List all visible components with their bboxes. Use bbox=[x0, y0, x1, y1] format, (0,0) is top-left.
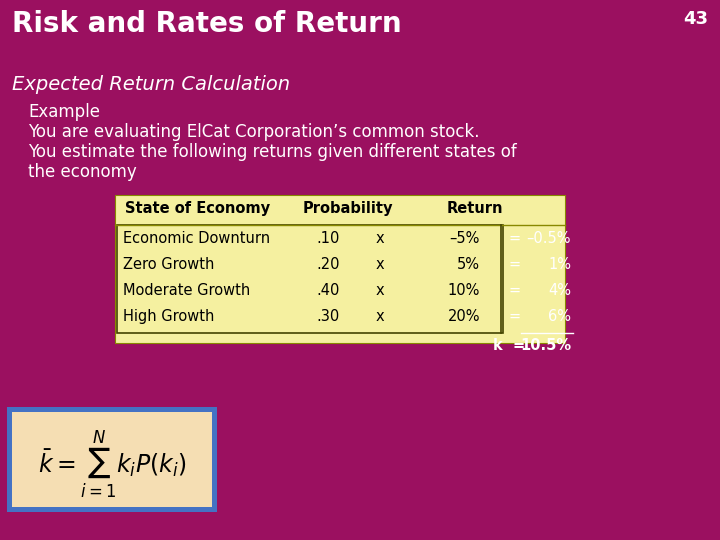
Text: 20%: 20% bbox=[448, 309, 480, 324]
Text: =: = bbox=[509, 231, 521, 246]
Text: 5%: 5% bbox=[457, 257, 480, 272]
Bar bbox=[12, 412, 212, 507]
Text: x: x bbox=[376, 309, 384, 324]
Text: You are evaluating ElCat Corporation’s common stock.: You are evaluating ElCat Corporation’s c… bbox=[28, 123, 480, 141]
Text: –5%: –5% bbox=[449, 231, 480, 246]
Text: Return: Return bbox=[446, 201, 503, 216]
Text: 10.5%: 10.5% bbox=[520, 338, 571, 353]
Text: $\bar{k} = \sum_{i=1}^{N} k_i P(k_i)$: $\bar{k} = \sum_{i=1}^{N} k_i P(k_i)$ bbox=[37, 429, 186, 500]
Text: Economic Downturn: Economic Downturn bbox=[123, 231, 270, 246]
Text: High Growth: High Growth bbox=[123, 309, 215, 324]
Text: 10%: 10% bbox=[448, 283, 480, 298]
Text: x: x bbox=[376, 231, 384, 246]
Text: 4%: 4% bbox=[548, 283, 571, 298]
Text: .40: .40 bbox=[316, 283, 340, 298]
Text: 6%: 6% bbox=[548, 309, 571, 324]
Text: Expected Return Calculation: Expected Return Calculation bbox=[12, 75, 290, 94]
Bar bbox=[115, 195, 565, 343]
Text: 43: 43 bbox=[683, 10, 708, 28]
Text: Probability: Probability bbox=[302, 201, 393, 216]
Text: 1%: 1% bbox=[548, 257, 571, 272]
Bar bbox=[117, 225, 503, 333]
Text: =: = bbox=[509, 283, 521, 298]
Text: =: = bbox=[509, 257, 521, 272]
Text: .30: .30 bbox=[316, 309, 340, 324]
Text: Zero Growth: Zero Growth bbox=[123, 257, 215, 272]
Text: Moderate Growth: Moderate Growth bbox=[123, 283, 251, 298]
Text: Risk and Rates of Return: Risk and Rates of Return bbox=[12, 10, 402, 38]
Text: Example: Example bbox=[28, 103, 100, 121]
Text: .20: .20 bbox=[316, 257, 340, 272]
Text: State of Economy: State of Economy bbox=[125, 201, 271, 216]
Text: You estimate the following returns given different states of: You estimate the following returns given… bbox=[28, 143, 517, 161]
Text: =: = bbox=[509, 309, 521, 324]
Text: .10: .10 bbox=[316, 231, 340, 246]
Text: –0.5%: –0.5% bbox=[526, 231, 571, 246]
Text: x: x bbox=[376, 257, 384, 272]
Text: the economy: the economy bbox=[28, 163, 137, 181]
Bar bbox=[7, 407, 217, 512]
Text: x: x bbox=[376, 283, 384, 298]
Text: k  =: k = bbox=[493, 338, 525, 353]
